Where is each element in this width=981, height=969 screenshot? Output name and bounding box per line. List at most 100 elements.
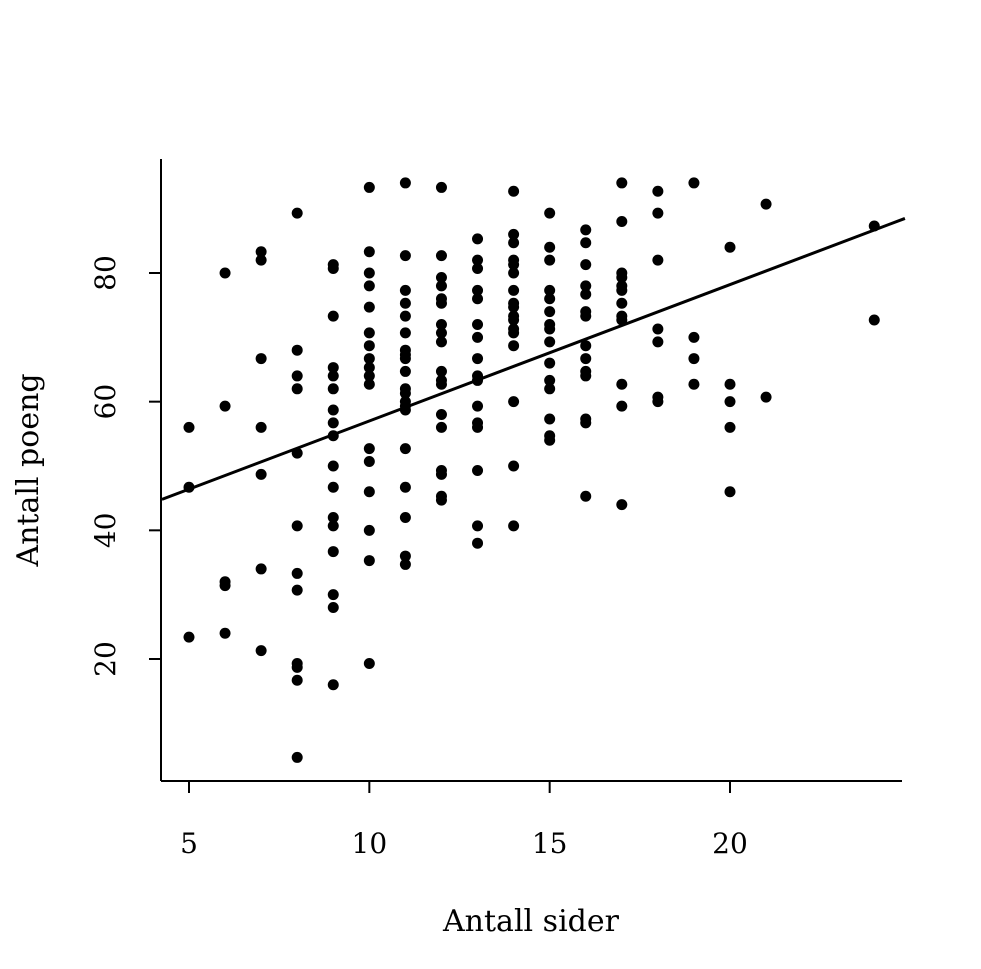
data-point xyxy=(435,421,447,433)
x-tick-label: 20 xyxy=(712,827,748,860)
data-point xyxy=(399,365,411,377)
data-point xyxy=(255,468,267,480)
data-point xyxy=(688,331,700,343)
data-point xyxy=(291,383,303,395)
data-point xyxy=(472,465,484,477)
data-point xyxy=(508,460,520,472)
data-point xyxy=(435,409,447,421)
data-point xyxy=(616,216,628,228)
data-point xyxy=(399,481,411,493)
x-tick-label: 5 xyxy=(180,827,198,860)
data-point xyxy=(472,318,484,330)
data-point xyxy=(435,378,447,390)
data-point xyxy=(508,185,520,197)
data-point xyxy=(255,421,267,433)
data-point xyxy=(363,443,375,455)
data-point xyxy=(363,658,375,670)
y-tick-label: 80 xyxy=(89,255,122,291)
y-tick-label: 60 xyxy=(89,384,122,420)
data-point xyxy=(291,584,303,596)
data-point xyxy=(472,293,484,305)
data-point xyxy=(544,323,556,335)
data-point xyxy=(399,511,411,523)
data-point xyxy=(255,563,267,575)
data-point xyxy=(327,520,339,532)
data-point xyxy=(508,259,520,271)
data-point xyxy=(255,353,267,365)
data-point xyxy=(435,318,447,330)
data-point xyxy=(291,661,303,673)
data-point xyxy=(363,362,375,374)
data-point xyxy=(508,340,520,352)
data-point xyxy=(580,490,592,502)
data-point xyxy=(760,391,772,403)
data-point xyxy=(183,631,195,643)
data-point xyxy=(399,250,411,262)
data-point xyxy=(544,284,556,296)
data-point xyxy=(472,400,484,412)
data-point xyxy=(508,327,520,339)
data-point xyxy=(435,272,447,284)
x-tick-label: 15 xyxy=(532,827,568,860)
data-point xyxy=(363,246,375,258)
data-point xyxy=(508,228,520,240)
data-point xyxy=(472,262,484,274)
data-point xyxy=(508,314,520,326)
data-point xyxy=(652,185,664,197)
data-point xyxy=(724,241,736,253)
data-point xyxy=(652,396,664,408)
data-point xyxy=(544,254,556,266)
data-point xyxy=(363,378,375,390)
x-tick-label: 10 xyxy=(352,827,388,860)
data-point xyxy=(724,421,736,433)
data-point xyxy=(399,558,411,570)
data-point xyxy=(183,421,195,433)
data-point xyxy=(327,589,339,601)
data-point xyxy=(399,353,411,365)
data-point xyxy=(291,370,303,382)
data-point xyxy=(327,460,339,472)
data-point xyxy=(544,336,556,348)
data-point xyxy=(472,353,484,365)
data-point xyxy=(472,520,484,532)
data-point xyxy=(580,417,592,429)
data-point xyxy=(219,267,231,279)
data-point xyxy=(616,400,628,412)
data-point xyxy=(327,481,339,493)
data-point xyxy=(291,751,303,763)
data-point xyxy=(255,645,267,657)
data-point xyxy=(544,434,556,446)
data-point xyxy=(435,181,447,193)
data-point xyxy=(544,293,556,305)
data-point xyxy=(580,288,592,300)
data-points xyxy=(183,177,880,763)
data-point xyxy=(580,370,592,382)
data-point xyxy=(580,224,592,236)
data-point xyxy=(508,284,520,296)
data-point xyxy=(544,241,556,253)
axes: 5 10 15 20 20 40 60 80 xyxy=(89,159,902,860)
data-point xyxy=(544,306,556,318)
data-point xyxy=(399,327,411,339)
data-point xyxy=(580,237,592,249)
data-point xyxy=(472,233,484,245)
data-point xyxy=(472,254,484,266)
regression-line-group xyxy=(161,217,906,501)
data-point xyxy=(688,177,700,189)
data-point xyxy=(219,627,231,639)
data-point xyxy=(363,555,375,567)
data-point xyxy=(363,280,375,292)
data-point xyxy=(508,237,520,249)
data-point xyxy=(435,327,447,339)
data-point xyxy=(616,314,628,326)
data-point xyxy=(399,387,411,399)
data-point xyxy=(435,250,447,262)
data-point xyxy=(472,284,484,296)
data-point xyxy=(327,679,339,691)
data-point xyxy=(652,323,664,335)
data-point xyxy=(399,310,411,322)
y-axis-title: Antall poeng xyxy=(11,373,46,567)
data-point xyxy=(363,181,375,193)
